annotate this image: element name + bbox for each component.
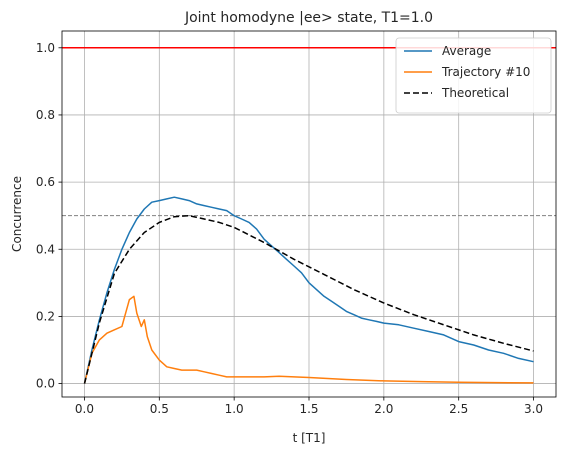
y-axis-label: Concurrence bbox=[10, 176, 24, 252]
legend-label: Trajectory #10 bbox=[441, 65, 530, 79]
x-tick-label: 0.5 bbox=[150, 402, 169, 416]
y-tick-label: 0.8 bbox=[36, 108, 55, 122]
x-tick-label: 1.0 bbox=[225, 402, 244, 416]
x-axis-label: t [T1] bbox=[293, 431, 326, 445]
y-tick-label: 0.0 bbox=[36, 377, 55, 391]
x-tick-label: 2.5 bbox=[449, 402, 468, 416]
legend: Average Trajectory #10 Theoretical bbox=[395, 37, 552, 114]
y-tick-label: 1.0 bbox=[36, 41, 55, 55]
y-tick-label: 0.2 bbox=[36, 309, 55, 323]
grid bbox=[62, 31, 556, 397]
legend-label: Theoretical bbox=[441, 86, 509, 100]
series-line bbox=[83, 214, 534, 384]
chart-title: Joint homodyne |ee> state, T1=1.0 bbox=[184, 10, 433, 26]
legend-box bbox=[395, 37, 552, 114]
y-tick-label: 0.4 bbox=[36, 242, 55, 256]
x-tick-label: 2.0 bbox=[374, 402, 393, 416]
y-tick-label: 0.6 bbox=[36, 175, 55, 189]
series-line bbox=[83, 295, 534, 384]
legend-label: Average bbox=[442, 44, 491, 58]
series-group bbox=[83, 196, 534, 384]
x-tick-label: 1.5 bbox=[299, 402, 318, 416]
x-axis-ticks: 0.0 0.5 1.0 1.5 2.0 2.5 3.0 bbox=[75, 397, 543, 416]
y-axis-ticks: 0.0 0.2 0.4 0.6 0.8 1.0 bbox=[36, 41, 62, 391]
x-tick-label: 3.0 bbox=[524, 402, 543, 416]
x-tick-label: 0.0 bbox=[75, 402, 94, 416]
